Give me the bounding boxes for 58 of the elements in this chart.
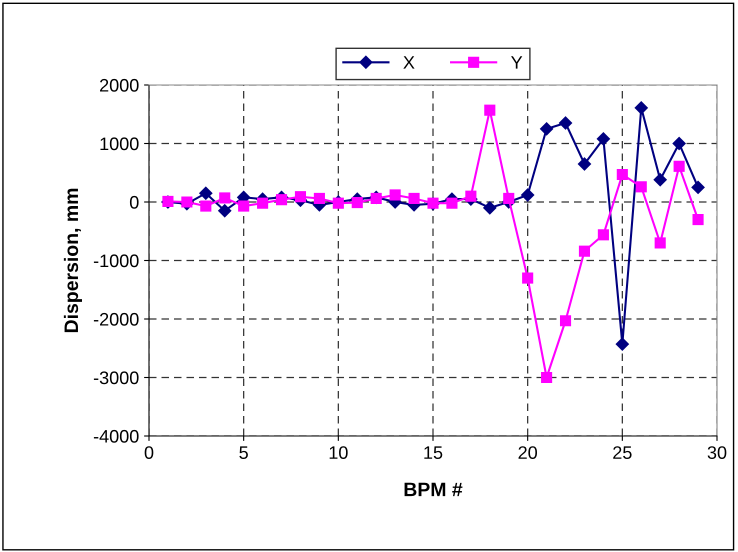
- x-tick-label: 25: [613, 446, 632, 459]
- point: [616, 338, 629, 351]
- y-tick-label: -1000: [94, 254, 139, 268]
- point: [596, 132, 610, 146]
- point: [352, 197, 363, 208]
- x-tick-label: 15: [424, 446, 442, 459]
- point: [484, 104, 496, 116]
- legend-label: X: [403, 56, 415, 69]
- point: [654, 173, 667, 186]
- point: [636, 181, 647, 192]
- point: [598, 229, 609, 240]
- point: [560, 315, 572, 326]
- y-tick-label: 2000: [100, 78, 139, 92]
- point: [540, 122, 554, 136]
- x-tick-label: 30: [708, 446, 726, 459]
- point: [218, 204, 232, 218]
- point: [522, 272, 534, 284]
- y-tick-label: -2000: [94, 312, 139, 326]
- y-tick-label: -3000: [94, 371, 139, 384]
- point: [200, 200, 212, 212]
- point: [332, 198, 344, 209]
- point: [276, 194, 288, 206]
- point: [483, 201, 496, 214]
- y-axis-title: Dispersion, mm: [64, 188, 82, 332]
- point: [257, 198, 268, 209]
- point: [503, 192, 514, 204]
- point: [238, 200, 250, 212]
- x-tick-label: 0: [144, 446, 154, 459]
- point: [634, 101, 648, 114]
- y-tick-label: 0: [130, 196, 139, 209]
- x-axis-title: BPM #: [404, 482, 462, 496]
- y-tick-label: 1000: [100, 137, 139, 150]
- y-tick-label: -4000: [94, 430, 139, 443]
- point: [558, 116, 572, 130]
- point: [654, 237, 666, 249]
- point: [219, 192, 230, 204]
- x-tick-label: 5: [239, 446, 248, 459]
- point: [521, 188, 534, 202]
- point: [541, 372, 552, 384]
- point: [446, 198, 458, 209]
- point: [370, 192, 382, 204]
- point: [465, 190, 476, 202]
- point: [181, 196, 192, 208]
- point: [294, 191, 306, 202]
- point: [691, 180, 705, 194]
- x-tick-label: 20: [518, 446, 538, 459]
- point: [674, 160, 685, 172]
- point: [408, 192, 420, 204]
- point: [578, 157, 592, 171]
- legend-label: Y: [511, 56, 522, 69]
- point: [578, 246, 590, 257]
- point: [314, 192, 325, 204]
- point: [199, 186, 212, 200]
- x-tick-label: 10: [330, 446, 348, 459]
- point: [692, 214, 704, 226]
- point: [390, 189, 401, 201]
- point: [672, 136, 686, 150]
- point: [616, 168, 628, 180]
